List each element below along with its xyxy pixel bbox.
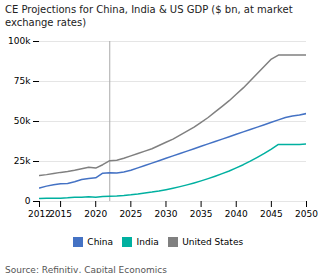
svg-text:2020: 2020	[84, 209, 107, 219]
svg-text:25k: 25k	[14, 156, 31, 166]
html-text:India: India	[136, 236, 159, 247]
html-text:CE Projections for China, Indi: CE Projections for China, India & US GDP…	[5, 4, 293, 28]
svg-text:0: 0	[25, 196, 31, 206]
svg-text:2050: 2050	[295, 209, 318, 219]
svg-text:50k: 50k	[14, 116, 31, 126]
html-text:China: China	[87, 236, 114, 247]
svg-text:2040: 2040	[225, 209, 248, 219]
svg-text:2035: 2035	[190, 209, 213, 219]
svg-text:2012: 2012	[28, 209, 51, 219]
svg-text:2045: 2045	[260, 209, 283, 219]
svg-text:2015: 2015	[49, 209, 72, 219]
html-text:United States: United States	[182, 236, 244, 247]
svg-text:2030: 2030	[155, 209, 178, 219]
svg-text:2025: 2025	[119, 209, 142, 219]
svg-text:75k: 75k	[14, 76, 31, 86]
svg-text:100k: 100k	[8, 36, 31, 46]
